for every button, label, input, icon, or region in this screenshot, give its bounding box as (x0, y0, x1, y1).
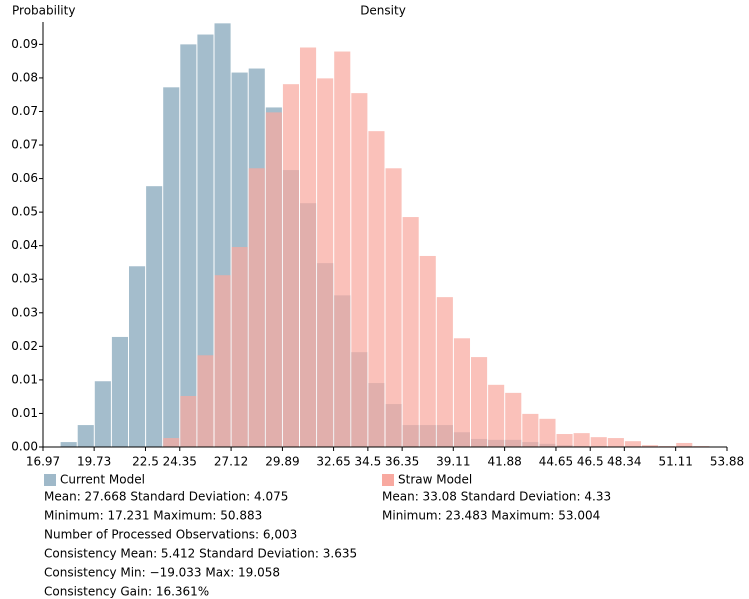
stat-line: Consistency Gain: 16.361% (44, 585, 209, 599)
x-tick-label: 44.65 (539, 455, 573, 469)
y-tick-label: 0.01 (11, 372, 38, 386)
y-axis-label: Probability (12, 4, 75, 18)
bar (590, 437, 607, 447)
x-tick-label: 51.11 (658, 455, 692, 469)
x-tick-label: 24.35 (163, 455, 197, 469)
x-tick-label: 41.88 (487, 455, 521, 469)
x-tick-label: 34.5 (354, 455, 381, 469)
bar (607, 438, 624, 447)
bar (368, 131, 385, 447)
bar (299, 47, 317, 447)
y-tick-label: 0.07 (11, 104, 38, 118)
stat-line: Consistency Min: −19.033 Max: 19.058 (44, 566, 280, 580)
y-tick-label: 0.08 (11, 70, 38, 84)
bar (453, 338, 471, 447)
chart-title: Density (360, 4, 406, 18)
x-tick-label: 46.5 (577, 455, 604, 469)
x-tick-label: 36.35 (385, 455, 419, 469)
bar (676, 442, 693, 447)
legend-swatch (44, 474, 56, 486)
bar (163, 438, 180, 447)
stat-line: Number of Processed Observations: 6,003 (44, 528, 297, 542)
bar (556, 434, 573, 447)
bar (111, 336, 129, 447)
bar (317, 78, 334, 448)
bar (334, 51, 351, 448)
bar (385, 168, 402, 447)
bar (180, 396, 197, 447)
bar (197, 34, 214, 448)
bar (60, 442, 77, 447)
legend-label: Current Model (60, 473, 145, 487)
bar (351, 93, 368, 447)
bar (573, 433, 590, 447)
bar (471, 357, 488, 447)
bar (488, 384, 505, 447)
bar (419, 255, 436, 447)
bar (265, 112, 282, 448)
y-tick-label: 0.07 (11, 138, 38, 152)
stat-line: Minimum: 23.483 Maximum: 53.004 (382, 509, 600, 523)
bar (505, 392, 522, 447)
y-tick-label: 0.03 (11, 305, 38, 319)
bar (624, 441, 641, 447)
bar (436, 297, 453, 447)
x-tick-label: 19.73 (77, 455, 111, 469)
y-tick-label: 0.09 (11, 37, 38, 51)
legend-label: Straw Model (398, 473, 472, 487)
y-tick-label: 0.02 (11, 339, 38, 353)
bar (146, 186, 163, 447)
bar (539, 418, 556, 447)
x-tick-label: 39.11 (436, 455, 470, 469)
bar (197, 355, 214, 447)
bar (94, 381, 111, 447)
x-tick-label: 32.65 (316, 455, 350, 469)
bar (163, 87, 180, 447)
y-tick-label: 0.05 (11, 205, 38, 219)
legend-swatch (382, 474, 394, 486)
bar (231, 247, 248, 447)
y-tick-label: 0.00 (11, 440, 38, 454)
y-tick-label: 0.01 (11, 406, 38, 420)
x-tick-label: 16.97 (26, 455, 60, 469)
y-tick-label: 0.04 (11, 238, 38, 252)
y-tick-label: 0.06 (11, 171, 38, 185)
bar (402, 217, 419, 447)
x-tick-label: 27.12 (214, 455, 248, 469)
bar (522, 413, 539, 447)
x-tick-label: 53.88 (710, 455, 744, 469)
bar (129, 266, 146, 447)
stat-line: Consistency Mean: 5.412 Standard Deviati… (44, 547, 357, 561)
bar (180, 44, 197, 448)
bar (641, 445, 659, 447)
x-tick-label: 29.89 (265, 455, 299, 469)
stat-line: Mean: 33.08 Standard Deviation: 4.33 (382, 490, 611, 504)
bar (282, 84, 299, 448)
x-tick-label: 48.34 (607, 455, 641, 469)
bar (77, 425, 94, 447)
bar (248, 168, 265, 447)
x-tick-label: 22.5 (132, 455, 159, 469)
stat-line: Minimum: 17.231 Maximum: 50.883 (44, 509, 262, 523)
bar (214, 275, 231, 447)
stat-line: Mean: 27.668 Standard Deviation: 4.075 (44, 490, 288, 504)
y-tick-label: 0.03 (11, 272, 38, 286)
